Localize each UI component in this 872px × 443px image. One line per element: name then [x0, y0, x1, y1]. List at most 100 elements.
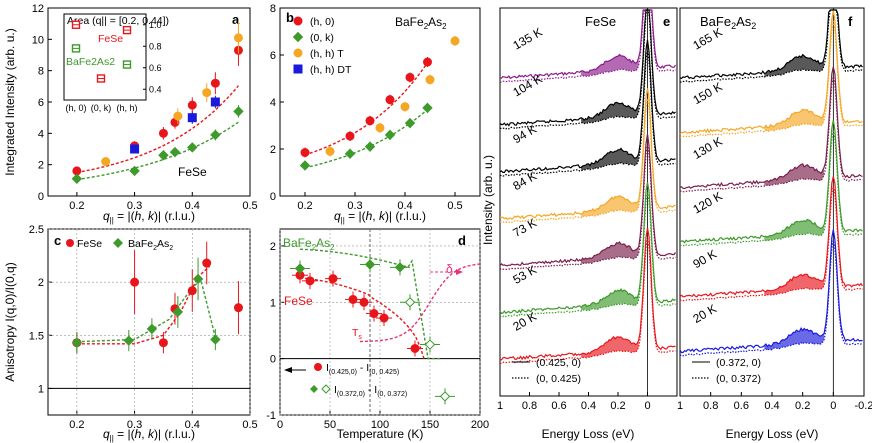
x-tick-label: 0.4 — [185, 200, 200, 212]
data-point-orange — [375, 123, 385, 133]
spectral-weight-fill — [764, 109, 825, 132]
x-tick-label: 0.4 — [764, 400, 779, 412]
data-point-BaFe2As2 — [424, 339, 436, 350]
spectrum-solid — [679, 229, 863, 354]
panel-f-title: BaFe2As2 — [700, 14, 756, 31]
spectral-weight-fill — [581, 54, 639, 77]
data-point-BaFe2As2 — [123, 335, 135, 346]
data-point-orange — [325, 146, 335, 156]
panel-b-xlabel: q|| = |(h, k)| (r.l.u.) — [334, 209, 426, 225]
data-point-green — [364, 141, 376, 152]
legend-marker — [292, 31, 304, 43]
y-tick-label: 8 — [38, 66, 44, 78]
y-tick-label: 2 — [38, 160, 44, 172]
spectrum-dotted — [499, 144, 676, 271]
x-tick-label: 0.3 — [127, 200, 142, 212]
panel-b: b BaFe2As2 q|| = |(h, k)| (r.l.u.) 0.2 0.… — [270, 3, 481, 225]
spectral-weight-fill — [581, 195, 639, 218]
data-point-green — [384, 129, 396, 141]
panel-e-xlabel: Energy Loss (eV) — [542, 427, 635, 441]
spectrum-dotted — [679, 240, 863, 357]
data-point-FeSe — [369, 309, 379, 319]
legend-d-bafe: I(0.372,0) - I(0, 0.372) — [334, 384, 407, 398]
fit-curve — [76, 278, 217, 343]
spectrum-dotted — [679, 9, 863, 83]
x-tick-label: 0.2 — [69, 419, 84, 431]
data-point-FeSe — [359, 297, 369, 307]
panel-c-legend: FeSe BaFe2As2 — [66, 238, 173, 252]
panel-b-title: BaFe2As2 — [395, 15, 447, 31]
panel-d-delta-label: δ — [446, 262, 453, 276]
data-point-green — [344, 148, 356, 159]
panel-f: BaFe2As2 f Energy Loss (eV) 1 0.8 0.6 0.4 0.… — [677, 7, 872, 441]
temperature-label: 84 K — [511, 169, 539, 193]
y-tick-label: 10 — [32, 34, 44, 46]
y-tick-label: 6 — [270, 50, 276, 62]
y-tick-label: 2 — [270, 144, 276, 156]
fit-curve — [299, 277, 425, 359]
y-tick-label: 8 — [270, 3, 276, 15]
temperature-label: 20 K — [691, 301, 719, 325]
data-point-FeSe — [202, 258, 212, 268]
inset-x-tick-label: (h, 0) — [65, 103, 86, 113]
y-tick-label: 4 — [270, 97, 276, 109]
data-point-FeSe — [233, 303, 243, 313]
inset-x-tick-label: (h, h) — [116, 103, 137, 113]
panel-e: FeSe e Intensity (arb. u.) Energy Loss (… — [481, 7, 678, 441]
data-point-BaFe2As2 — [294, 263, 306, 274]
legend-label: (h, h) T — [310, 48, 344, 60]
data-point-orange — [450, 36, 460, 46]
y-tick-label: 1 — [38, 383, 44, 395]
inset-y-tick-label: 1.0 — [149, 20, 162, 30]
x-tick-label: 0.4 — [581, 400, 596, 412]
spectrum-solid — [679, 66, 863, 190]
data-point-green — [422, 102, 433, 114]
x-tick-label: 0.2 — [795, 400, 810, 412]
spectral-weight-fill — [581, 289, 639, 312]
spectrum-solid — [499, 9, 676, 127]
y-tick-label: 12 — [32, 3, 44, 15]
temperature-label: 90 K — [691, 247, 719, 271]
legend-e-solid: (0.425, 0) — [536, 357, 581, 369]
arrow-left-icon — [284, 367, 292, 373]
temperature-label: 120 K — [691, 189, 725, 217]
data-point-hhT — [101, 157, 111, 167]
inset-y-tick-label: 0.4 — [149, 84, 162, 94]
legend-e-dotted: (0, 0.425) — [536, 373, 581, 385]
data-point-k — [71, 173, 83, 184]
data-point-BaFe2As2 — [404, 297, 416, 308]
fit-curve — [76, 265, 211, 345]
legend-d-fese: I(0.425,0) - I(0, 0.425) — [326, 362, 399, 376]
inset-x-tick-label: (0, k) — [91, 103, 112, 113]
data-point-BaFe2As2 — [210, 334, 221, 345]
spectrum-solid — [679, 120, 863, 244]
x-tick-label: 0 — [830, 400, 836, 412]
legend-label: (h, h) DT — [310, 64, 352, 76]
temperature-label: 53 K — [511, 262, 539, 286]
data-point-FeSe — [130, 277, 140, 287]
panel-c-xlabel: q|| = |(h, k)| (r.l.u.) — [103, 427, 195, 443]
spectrum-solid — [499, 88, 676, 221]
spectral-weight-fill — [764, 163, 825, 187]
y-tick-label: -1 — [266, 410, 276, 422]
spectrum-dotted — [499, 238, 676, 365]
panel-f-letter: f — [848, 14, 853, 29]
data-point-FeSe — [187, 286, 197, 296]
temperature-label: 73 K — [511, 216, 539, 240]
inset-y-tick-label: 0.8 — [149, 41, 162, 51]
data-point-k — [210, 129, 221, 141]
data-point-hhDT — [187, 113, 197, 123]
y-tick-label: 1.5 — [29, 330, 44, 342]
spectrum-solid — [679, 176, 863, 298]
x-tick-label: 0 — [277, 419, 283, 431]
data-point-BaFe2As2 — [439, 391, 451, 402]
spectrum-dotted — [499, 98, 676, 224]
x-tick-label: 200 — [471, 419, 489, 431]
data-point-red — [423, 57, 432, 67]
data-point-h — [158, 128, 168, 138]
data-point-h — [210, 78, 220, 88]
legend-marker — [293, 64, 303, 74]
x-tick-label: 0.2 — [69, 200, 84, 212]
